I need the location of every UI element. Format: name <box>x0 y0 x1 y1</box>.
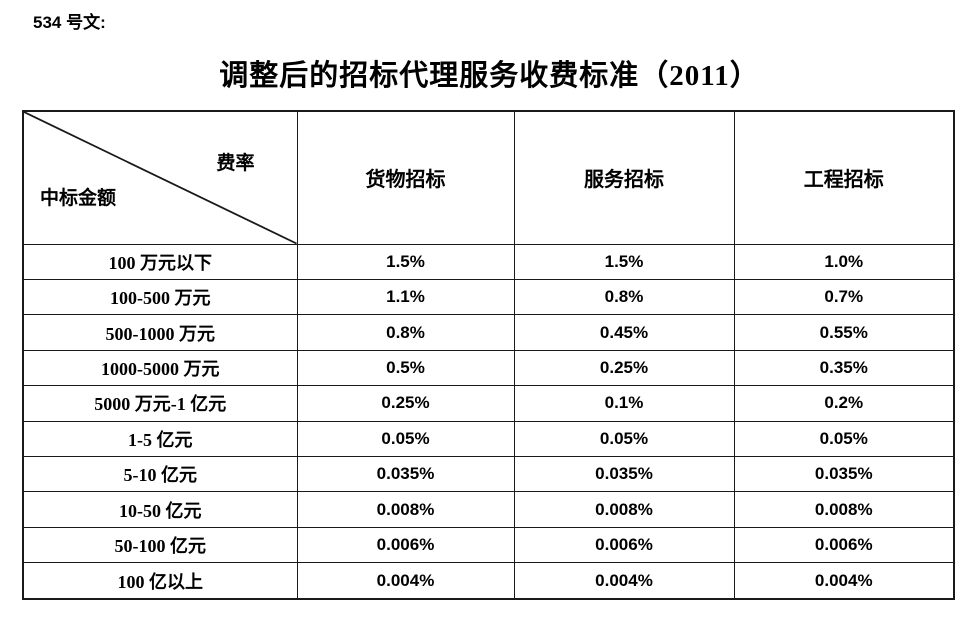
rate-cell-service: 0.035% <box>513 456 735 493</box>
table-row: 50-100 亿元 0.006% 0.006% 0.006% <box>22 526 955 564</box>
rate-cell-goods: 1.5% <box>296 243 515 280</box>
amount-label-cell: 50-100 亿元 <box>22 526 298 564</box>
rate-cell-goods: 0.008% <box>296 491 515 528</box>
table-row: 5-10 亿元 0.035% 0.035% 0.035% <box>22 456 955 493</box>
table-row: 100 万元以下 1.5% 1.5% 1.0% <box>22 243 955 280</box>
rate-cell-service: 1.5% <box>513 243 735 280</box>
rate-cell-goods: 1.1% <box>296 278 515 316</box>
doc-number: 534 号文: <box>33 13 106 32</box>
corner-header-cell: 费率 中标金额 <box>22 110 298 245</box>
rate-cell-engineering: 0.35% <box>733 349 955 387</box>
rate-cell-goods: 0.5% <box>296 349 515 387</box>
rate-cell-engineering: 0.05% <box>733 420 955 458</box>
rate-cell-service: 0.05% <box>513 420 735 458</box>
rate-cell-engineering: 0.55% <box>733 314 955 351</box>
corner-label-amount: 中标金额 <box>40 188 117 209</box>
rate-cell-goods: 0.006% <box>296 526 515 564</box>
table-row: 1000-5000 万元 0.5% 0.25% 0.35% <box>22 349 955 387</box>
rate-cell-engineering: 0.008% <box>733 491 955 528</box>
rate-cell-service: 0.45% <box>513 314 735 351</box>
rate-cell-goods: 0.05% <box>296 420 515 458</box>
amount-label-cell: 5-10 亿元 <box>22 456 298 493</box>
diagonal-divider-line <box>24 112 297 244</box>
column-header-goods: 货物招标 <box>296 110 515 245</box>
rate-cell-service: 0.004% <box>513 562 735 600</box>
table-row: 100 亿以上 0.004% 0.004% 0.004% <box>22 562 955 600</box>
rate-cell-service: 0.008% <box>513 491 735 528</box>
rate-cell-service: 0.1% <box>513 385 735 422</box>
column-header-engineering: 工程招标 <box>733 110 955 245</box>
rate-cell-engineering: 0.7% <box>733 278 955 316</box>
amount-label-cell: 100 万元以下 <box>22 243 298 280</box>
rate-cell-service: 0.8% <box>513 278 735 316</box>
amount-label-cell: 10-50 亿元 <box>22 491 298 528</box>
table-row: 500-1000 万元 0.8% 0.45% 0.55% <box>22 314 955 351</box>
table-row: 100-500 万元 1.1% 0.8% 0.7% <box>22 278 955 316</box>
rate-cell-goods: 0.8% <box>296 314 515 351</box>
document-title: 调整后的招标代理服务收费标准（2011） <box>219 60 760 92</box>
rate-cell-goods: 0.25% <box>296 385 515 422</box>
table-row: 1-5 亿元 0.05% 0.05% 0.05% <box>22 420 955 458</box>
amount-label-cell: 1-5 亿元 <box>22 420 298 458</box>
table-header-row: 费率 中标金额 货物招标 服务招标 工程招标 <box>22 110 955 245</box>
amount-label-cell: 1000-5000 万元 <box>22 349 298 387</box>
corner-label-rate: 费率 <box>216 153 255 174</box>
rate-cell-service: 0.25% <box>513 349 735 387</box>
rate-cell-goods: 0.035% <box>296 456 515 493</box>
column-header-service: 服务招标 <box>513 110 735 245</box>
amount-label-cell: 100 亿以上 <box>22 562 298 600</box>
rate-cell-goods: 0.004% <box>296 562 515 600</box>
table-row: 10-50 亿元 0.008% 0.008% 0.008% <box>22 491 955 528</box>
rate-cell-engineering: 0.006% <box>733 526 955 564</box>
fee-table: 费率 中标金额 货物招标 服务招标 工程招标 100 万元以下 1.5% 1.5… <box>22 110 955 600</box>
amount-label-cell: 5000 万元-1 亿元 <box>22 385 298 422</box>
rate-cell-engineering: 0.035% <box>733 456 955 493</box>
table-row: 5000 万元-1 亿元 0.25% 0.1% 0.2% <box>22 385 955 422</box>
rate-cell-engineering: 1.0% <box>733 243 955 280</box>
rate-cell-service: 0.006% <box>513 526 735 564</box>
rate-cell-engineering: 0.004% <box>733 562 955 600</box>
amount-label-cell: 500-1000 万元 <box>22 314 298 351</box>
amount-label-cell: 100-500 万元 <box>22 278 298 316</box>
rate-cell-engineering: 0.2% <box>733 385 955 422</box>
